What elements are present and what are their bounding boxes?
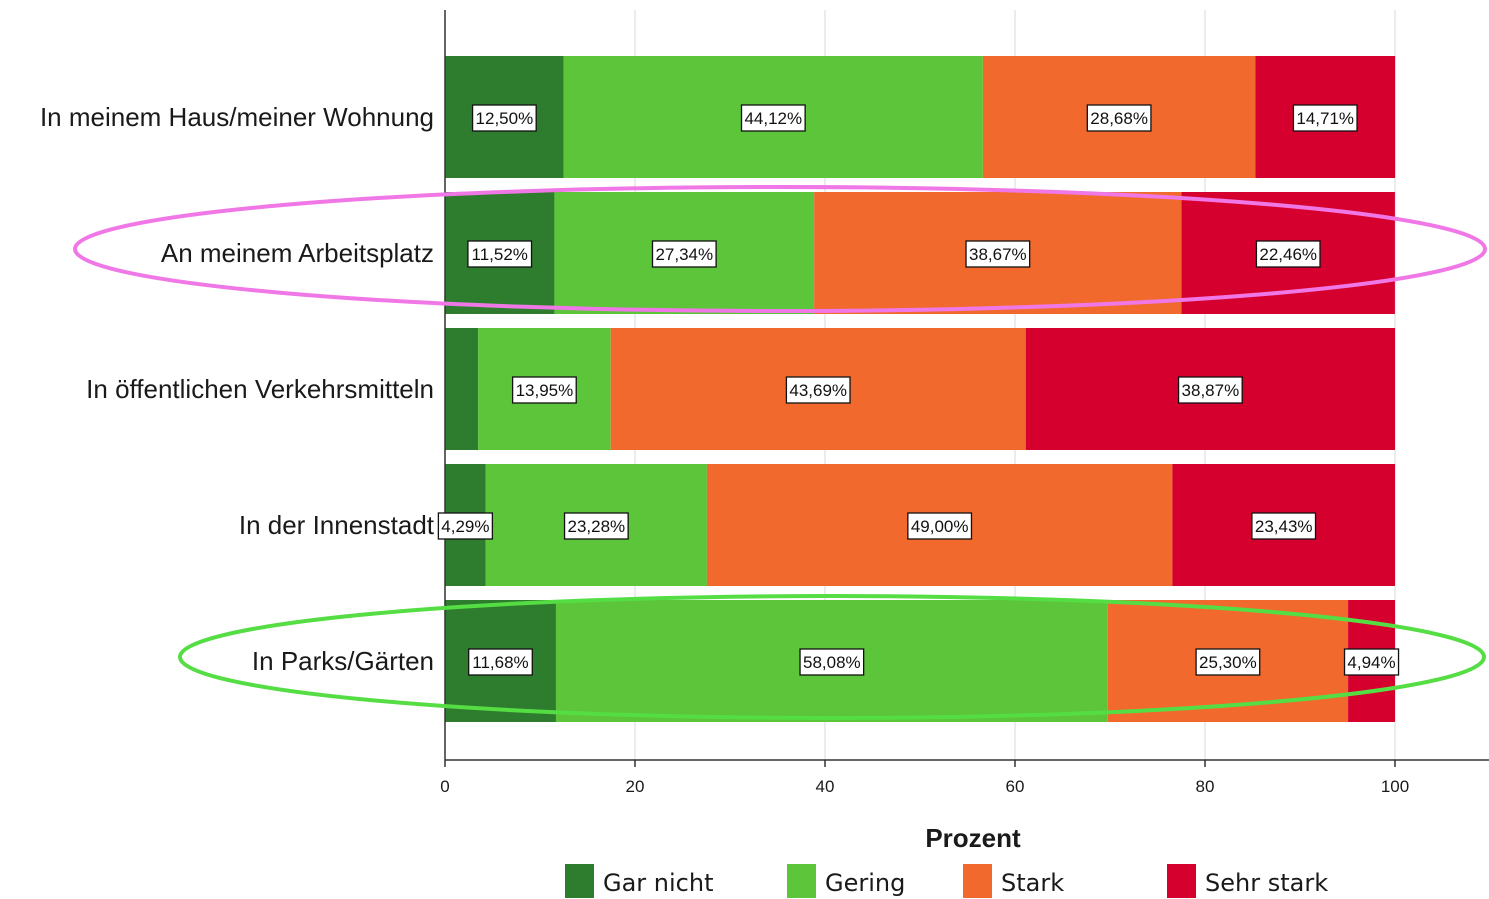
category-label: In Parks/Gärten [252,646,434,676]
category-label: An meinem Arbeitsplatz [161,238,434,268]
x-tick-label: 60 [1006,777,1025,796]
highlight-ellipse [73,185,1487,313]
legend-label: Stark [1001,869,1064,897]
data-label-box [437,512,494,540]
data-label: 25,30% [1199,653,1257,672]
data-label-box [1255,240,1321,268]
category-label: In öffentlichen Verkehrsmitteln [86,374,434,404]
legend: Gar nicht Gering Stark Sehr stark [565,864,1328,898]
x-tick-label: 40 [816,777,835,796]
data-label: 4,94% [1347,653,1395,672]
data-label: 38,87% [1182,381,1240,400]
legend-swatch [787,864,816,898]
legend-label: Sehr stark [1205,869,1328,897]
data-label-box [1292,104,1358,132]
data-label: 11,68% [472,653,528,672]
data-label: 38,67% [969,245,1027,264]
data-label-box [651,240,717,268]
data-label: 22,46% [1259,245,1317,264]
data-label-box [785,376,851,404]
data-label-box [1251,512,1317,540]
data-label-box [468,648,533,676]
data-label-box [1086,104,1152,132]
bar-segment [445,328,479,450]
data-label-box [965,240,1031,268]
highlight-ellipse [178,594,1486,720]
legend-label: Gering [825,869,905,897]
x-tick-label: 100 [1381,777,1409,796]
data-label-box [563,512,629,540]
data-label: 43,69% [789,381,847,400]
annotations [73,185,1487,720]
data-label: 27,34% [655,245,713,264]
legend-swatch [963,864,992,898]
data-label-box [471,104,537,132]
data-label: 49,00% [911,517,969,536]
data-labels: 12,50% 44,12% 28,68% 14,71% 11,52% 27,34% 38,6… [437,104,1400,676]
data-label-box [511,376,577,404]
category-label: In der Innenstadt [239,510,435,540]
axes [444,10,1489,767]
legend-label: Gar nicht [603,869,714,897]
x-tick-label: 0 [440,777,449,796]
category-labels: In meinem Haus/meiner Wohnung An meinem A… [40,102,435,676]
x-axis-title: Prozent [925,823,1021,853]
legend-swatch [1167,864,1196,898]
x-tick-label: 80 [1196,777,1215,796]
data-label: 13,95% [516,381,574,400]
data-label-box [1177,376,1243,404]
data-label: 23,43% [1255,517,1313,536]
data-label-box [1195,648,1261,676]
legend-swatch [565,864,594,898]
x-tick-labels: 0 20 40 60 80 100 [440,777,1409,796]
data-label: 11,52% [472,245,528,264]
data-label-box [467,240,533,268]
data-label: 12,50% [476,109,534,128]
data-label-box [907,512,973,540]
category-label: In meinem Haus/meiner Wohnung [40,102,434,132]
bars [445,56,1396,722]
data-label: 58,08% [803,653,861,672]
data-label-box [1343,648,1400,676]
data-label: 23,28% [567,517,625,536]
x-tick-label: 20 [626,777,645,796]
data-label: 28,68% [1090,109,1148,128]
data-label-box [740,104,806,132]
data-label-box [799,648,865,676]
data-label: 4,29% [441,517,489,536]
data-label: 14,71% [1296,109,1354,128]
data-label: 44,12% [744,109,802,128]
